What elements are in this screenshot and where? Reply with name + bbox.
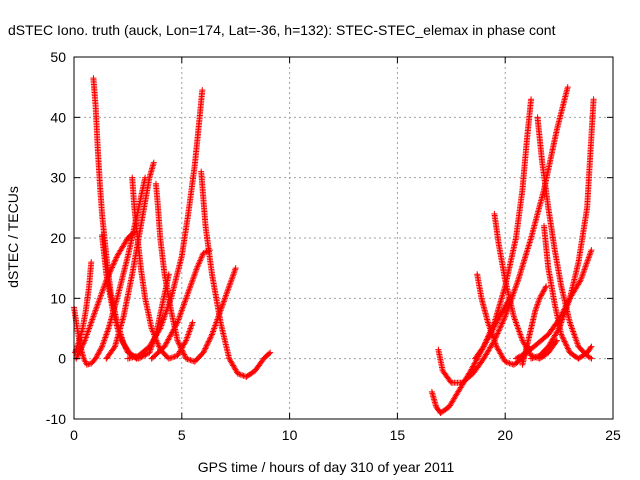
data-point <box>122 345 129 352</box>
data-point <box>177 343 184 350</box>
data-point <box>123 346 130 353</box>
data-points <box>71 75 597 416</box>
data-point <box>234 370 241 377</box>
y-tick-label: 50 <box>50 49 66 65</box>
data-point <box>165 355 172 362</box>
series-9 <box>148 247 213 362</box>
data-point <box>93 354 100 361</box>
data-point <box>174 337 181 344</box>
data-point <box>201 348 208 355</box>
data-point <box>171 353 178 360</box>
data-point <box>200 349 207 356</box>
series-2 <box>72 259 95 356</box>
x-tick-label: 5 <box>178 427 186 443</box>
data-point <box>95 350 102 357</box>
x-axis-title: GPS time / hours of day 310 of year 2011 <box>198 459 455 475</box>
data-point <box>97 346 104 353</box>
data-point <box>156 326 163 333</box>
series-5 <box>103 159 157 362</box>
y-tick-label: 20 <box>50 230 66 246</box>
data-point <box>173 320 180 327</box>
y-tick-label: -10 <box>46 411 66 427</box>
data-point <box>178 345 185 352</box>
data-point <box>206 337 213 344</box>
data-point <box>236 371 243 378</box>
data-point <box>237 371 244 378</box>
y-axis-title: dSTEC / TECUs <box>5 186 21 288</box>
data-point <box>203 344 210 351</box>
data-point <box>181 352 188 359</box>
data-point <box>204 341 211 348</box>
data-point <box>203 342 210 349</box>
data-point <box>94 351 101 358</box>
data-point <box>119 338 126 345</box>
data-point <box>96 348 103 355</box>
data-point <box>182 338 189 345</box>
data-point <box>205 339 212 346</box>
data-point <box>150 159 157 166</box>
data-point <box>239 372 246 379</box>
y-tick-label: 40 <box>50 109 66 125</box>
y-tick-label: 10 <box>50 290 66 306</box>
data-point <box>170 354 177 361</box>
data-point <box>208 332 215 339</box>
x-tick-label: 10 <box>282 427 298 443</box>
data-point <box>202 345 209 352</box>
data-point <box>98 344 105 351</box>
data-point <box>266 350 273 357</box>
y-tick-label: 0 <box>58 351 66 367</box>
data-point <box>118 337 125 344</box>
data-point <box>199 87 206 94</box>
data-point <box>179 347 186 354</box>
data-point <box>183 355 190 362</box>
data-point <box>189 319 196 326</box>
data-point <box>179 348 186 355</box>
data-point <box>180 350 187 357</box>
x-tick-label: 15 <box>390 427 406 443</box>
data-point <box>187 357 194 364</box>
data-point <box>232 265 239 272</box>
data-point <box>185 356 192 363</box>
y-tick-label: 30 <box>50 170 66 186</box>
data-point <box>190 358 197 365</box>
data-point <box>121 342 128 349</box>
x-tick-label: 25 <box>605 427 621 443</box>
data-point <box>120 341 127 348</box>
data-point <box>111 344 118 351</box>
data-point <box>176 341 183 348</box>
series-6 <box>152 180 239 365</box>
chart-title: dSTEC Iono. truth (auck, Lon=174, Lat=-3… <box>8 22 556 38</box>
data-point <box>92 355 99 362</box>
data-point <box>184 356 191 363</box>
x-tick-label: 20 <box>497 427 513 443</box>
grid <box>74 57 613 419</box>
data-point <box>93 352 100 359</box>
series-8 <box>198 168 274 380</box>
data-point <box>201 346 208 353</box>
data-point <box>96 347 103 354</box>
data-point <box>205 338 212 345</box>
data-point <box>206 335 213 342</box>
data-point <box>267 349 274 356</box>
data-point <box>167 355 174 362</box>
data-point <box>175 338 182 345</box>
data-point <box>120 339 127 346</box>
data-point <box>175 340 182 347</box>
data-point <box>207 334 214 341</box>
data-point <box>177 344 184 351</box>
data-point <box>168 354 175 361</box>
x-tick-label: 0 <box>70 427 78 443</box>
data-point <box>122 344 129 351</box>
series-7 <box>124 87 206 362</box>
data-point <box>181 351 188 358</box>
